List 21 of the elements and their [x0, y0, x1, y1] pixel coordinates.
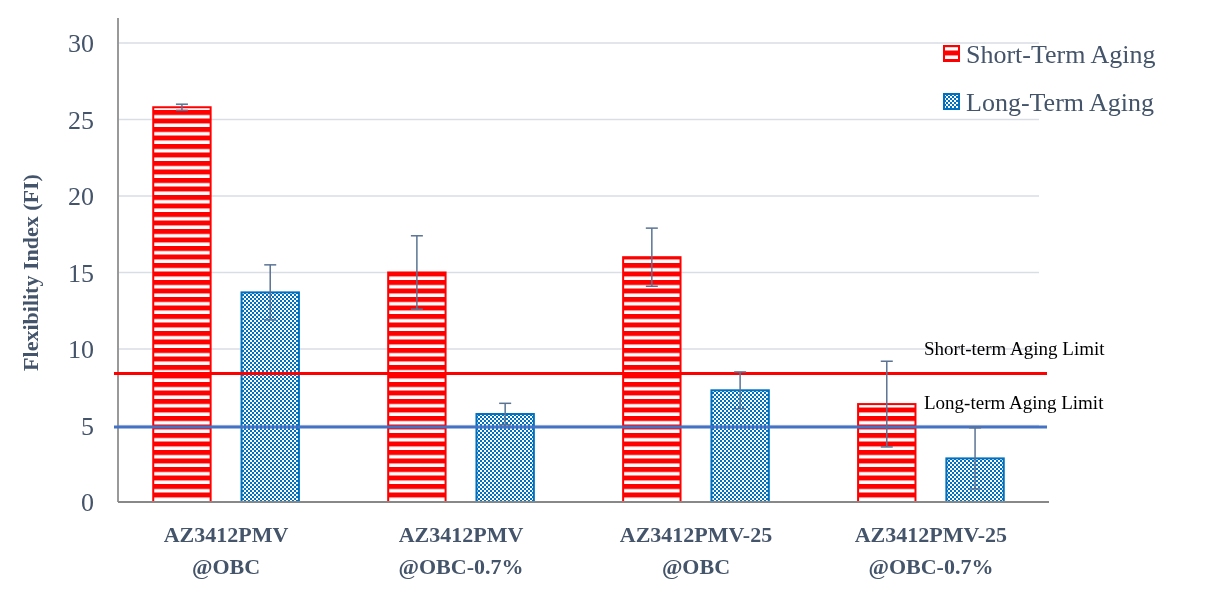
legend-label: Short-Term Aging [966, 40, 1156, 70]
x-tick-label: AZ3412PMV-25 @OBC [619, 522, 773, 579]
x-tick-label: AZ3412PMV @OBC-0.7% [398, 522, 524, 579]
y-tick-label: 5 [81, 411, 94, 441]
bar [475, 413, 535, 503]
bar [240, 291, 300, 503]
x-tick-label: AZ3412PMV-25 @OBC-0.7% [854, 522, 1008, 579]
y-tick-label: 30 [68, 29, 94, 59]
bar [710, 389, 770, 503]
y-tick-label: 0 [81, 488, 94, 518]
bar [857, 403, 917, 503]
ref-line-label: Short-term Aging Limit [924, 338, 1106, 360]
y-tick-label: 15 [68, 258, 94, 288]
legend-label: Long-Term Aging [966, 88, 1155, 118]
y-tick-label: 20 [68, 182, 94, 212]
x-tick-label: AZ3412PMV @OBC [163, 522, 289, 579]
bar [945, 457, 1005, 503]
y-axis-title: Flexibility Index (FI) [18, 174, 43, 371]
y-tick-label: 25 [68, 105, 94, 135]
y-tick-label: 10 [68, 335, 94, 365]
ref-line-label: Long-term Aging Limit [924, 392, 1105, 414]
